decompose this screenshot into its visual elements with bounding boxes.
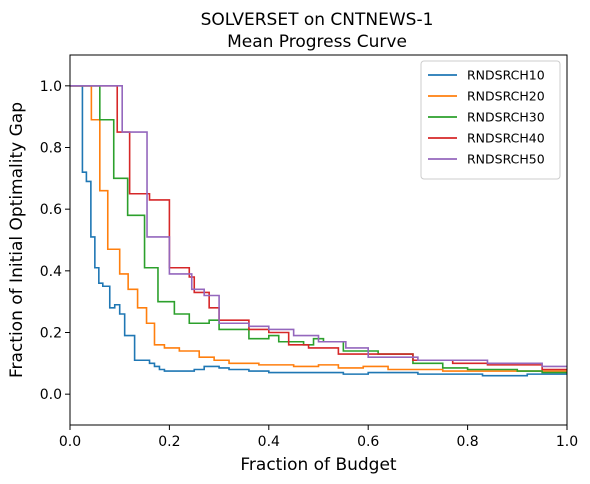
legend-label-rndsrch30: RNDSRCH30: [467, 110, 545, 125]
y-axis-ticks: 0.0 0.2 0.4 0.6 0.8 1.0: [40, 79, 70, 403]
chart-title-line-1: SOLVERSET on CNTNEWS-1: [201, 10, 434, 30]
legend: RNDSRCH10 RNDSRCH20 RNDSRCH30 RNDSRCH40 RNDS…: [420, 60, 561, 180]
legend-label-rndsrch10: RNDSRCH10: [467, 68, 545, 83]
y-tick-label: 0.0: [40, 387, 62, 403]
x-axis-title: Fraction of Budget: [240, 455, 397, 475]
y-tick-label: 0.4: [40, 264, 62, 280]
y-axis-title: Fraction of Initial Optimality Gap: [7, 102, 27, 378]
y-tick-label: 0.2: [40, 326, 62, 342]
legend-box: [420, 60, 561, 180]
x-tick-label: 0.2: [158, 434, 180, 450]
series-line-rndsrch30: [70, 85, 567, 374]
x-tick-label: 0.4: [258, 434, 280, 450]
series-line-rndsrch40: [70, 85, 567, 371]
legend-label-rndsrch20: RNDSRCH20: [467, 89, 545, 104]
series-line-rndsrch10: [70, 85, 567, 377]
legend-label-rndsrch40: RNDSRCH40: [467, 131, 545, 146]
series-lines: [70, 85, 567, 377]
chart-title: SOLVERSET on CNTNEWS-1 Mean Progress Cur…: [201, 10, 434, 52]
y-tick-label: 1.0: [40, 79, 62, 95]
y-tick-label: 0.6: [40, 202, 62, 218]
plot-area-frame: [69, 54, 568, 426]
x-tick-label: 0.6: [357, 434, 379, 450]
chart-subtitle-line-2: Mean Progress Curve: [227, 32, 407, 52]
x-tick-label: 0.0: [59, 434, 81, 450]
legend-label-rndsrch50: RNDSRCH50: [467, 152, 545, 167]
series-line-rndsrch50: [70, 85, 567, 368]
series-line-rndsrch20: [70, 85, 567, 372]
x-tick-label: 0.8: [456, 434, 478, 450]
x-axis-ticks: 0.0 0.2 0.4 0.6 0.8 1.0: [59, 425, 578, 450]
y-tick-label: 0.8: [40, 141, 62, 157]
x-tick-label: 1.0: [556, 434, 578, 450]
